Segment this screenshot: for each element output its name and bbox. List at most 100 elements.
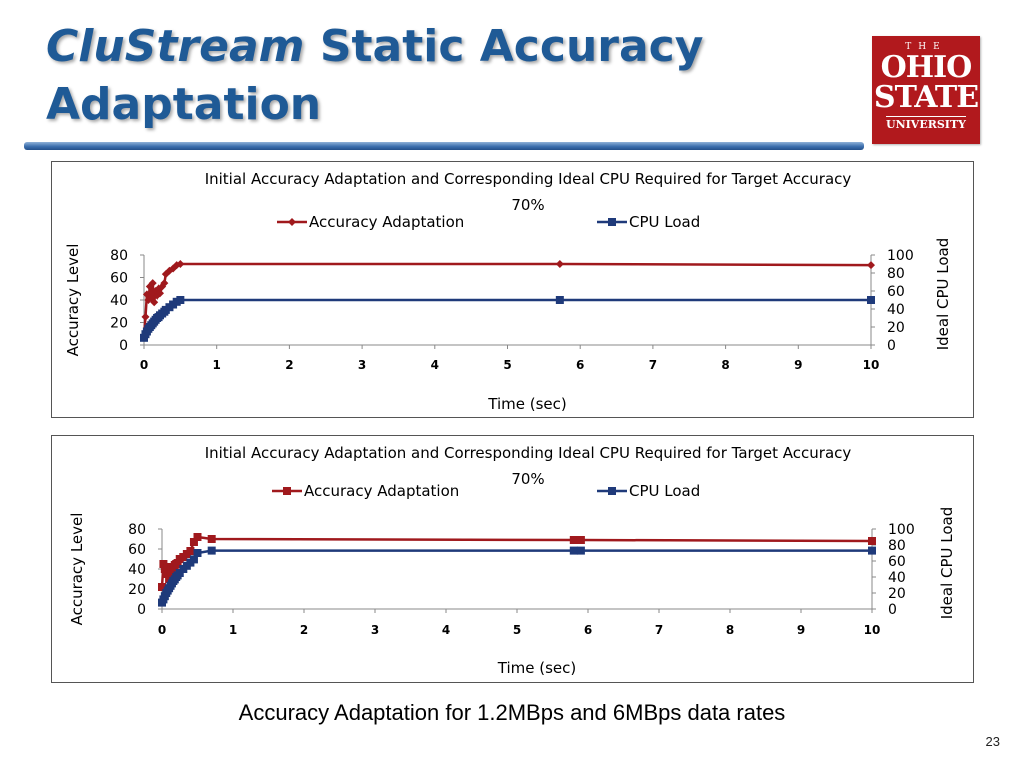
- logo-line1: OHIO: [880, 50, 973, 85]
- x-tick-label: 4: [442, 623, 450, 637]
- y-axis-label: Accuracy Level: [68, 513, 86, 626]
- data-point: [145, 282, 154, 291]
- logo-line2: STATE: [873, 80, 979, 115]
- legend-label: Accuracy Adaptation: [309, 213, 464, 231]
- x-tick-label: 7: [649, 358, 657, 372]
- data-point: [165, 575, 174, 583]
- legend-label: Accuracy Adaptation: [304, 482, 459, 500]
- logo-line3: UNIVERSITY: [886, 116, 966, 131]
- data-point: [150, 298, 159, 307]
- data-point: [158, 583, 166, 591]
- legend-label: CPU Load: [629, 482, 700, 500]
- x-tick-label: 5: [513, 623, 521, 637]
- x-tick-label: 8: [726, 623, 734, 637]
- data-point: [186, 547, 195, 555]
- x-tick-label: 7: [655, 623, 663, 637]
- data-point: [555, 260, 564, 268]
- y-tick-label: 20: [128, 582, 146, 598]
- data-point: [176, 260, 185, 268]
- slide-title: CluStream Static Accuracy Adaptation: [46, 18, 846, 134]
- slide-title-part2: Static Accuracy: [304, 21, 704, 72]
- y-tick-label: 60: [110, 271, 128, 287]
- chart-top-svg: Initial Accuracy Adaptation and Correspo…: [64, 170, 952, 413]
- y-tick-label: 80: [110, 248, 128, 264]
- data-point: [867, 296, 875, 304]
- x-tick-label: 2: [300, 623, 308, 637]
- page-number: 23: [985, 734, 1000, 749]
- chart-title-line2: 70%: [511, 470, 544, 488]
- series-line-accuracy-adaptation: [160, 535, 873, 588]
- data-point: [193, 533, 202, 541]
- x-tick-label: 1: [229, 623, 237, 637]
- y2-tick-label: 20: [888, 586, 906, 602]
- data-point: [159, 560, 168, 568]
- legend-marker: [608, 487, 616, 495]
- x-tick-label: 0: [140, 358, 148, 372]
- data-point: [555, 296, 564, 304]
- x-axis-label: Time (sec): [497, 659, 576, 677]
- chart-bottom: Initial Accuracy Adaptation and Correspo…: [51, 435, 974, 683]
- x-tick-label: 5: [503, 358, 511, 372]
- y2-tick-label: 60: [888, 554, 906, 570]
- legend-marker: [608, 218, 616, 226]
- data-point: [176, 296, 185, 304]
- data-point: [148, 279, 157, 288]
- y-tick-label: 60: [128, 542, 146, 558]
- slide-title-line2: Adaptation: [46, 79, 322, 130]
- x-tick-label: 2: [285, 358, 293, 372]
- x-tick-label: 3: [371, 623, 379, 637]
- data-point: [160, 279, 169, 288]
- series-line-cpu-load: [142, 298, 871, 339]
- data-point: [141, 312, 150, 321]
- x-tick-label: 6: [576, 358, 584, 372]
- data-point: [576, 536, 585, 544]
- y2-tick-label: 100: [888, 522, 915, 538]
- data-point: [576, 546, 585, 555]
- legend-marker: [288, 218, 296, 226]
- x-axis-label: Time (sec): [487, 395, 566, 413]
- y2-tick-label: 80: [887, 266, 905, 282]
- x-tick-label: 0: [158, 623, 166, 637]
- legend-label: CPU Load: [629, 213, 700, 231]
- data-point: [868, 546, 876, 555]
- series-line-cpu-load: [160, 549, 872, 604]
- slide-title-part1: CluStream: [46, 21, 305, 72]
- chart-bottom-svg: Initial Accuracy Adaptation and Correspo…: [68, 444, 956, 677]
- data-point: [207, 535, 216, 543]
- data-point: [154, 284, 163, 293]
- slide-caption: Accuracy Adaptation for 1.2MBps and 6MBp…: [238, 700, 786, 725]
- data-point: [155, 289, 164, 298]
- y-axis-label: Accuracy Level: [64, 244, 82, 357]
- y-tick-label: 0: [137, 602, 146, 618]
- y-tick-label: 40: [110, 293, 128, 309]
- y-tick-label: 80: [128, 522, 146, 538]
- data-point: [189, 538, 198, 546]
- chart-title-line2: 70%: [511, 196, 544, 214]
- y2-tick-label: 20: [887, 320, 905, 336]
- x-tick-label: 9: [794, 358, 802, 372]
- data-point: [162, 570, 171, 578]
- x-tick-label: 4: [431, 358, 439, 372]
- data-point: [569, 546, 578, 555]
- x-tick-label: 8: [721, 358, 729, 372]
- x-tick-label: 1: [213, 358, 221, 372]
- y2-tick-label: 100: [887, 248, 914, 264]
- y2-tick-label: 0: [888, 602, 897, 618]
- y-tick-label: 20: [110, 316, 128, 332]
- y2-axis-label: Ideal CPU Load: [934, 238, 952, 351]
- chart-top: Initial Accuracy Adaptation and Correspo…: [51, 161, 974, 418]
- y2-axis-label: Ideal CPU Load: [938, 507, 956, 620]
- data-point: [189, 555, 198, 564]
- y2-tick-label: 0: [887, 338, 896, 354]
- title-divider: [24, 142, 864, 150]
- y-tick-label: 0: [119, 338, 128, 354]
- y-tick-label: 40: [128, 562, 146, 578]
- x-tick-label: 9: [797, 623, 805, 637]
- ohio-state-logo: THE OHIO STATE UNIVERSITY: [872, 36, 980, 144]
- y2-tick-label: 40: [888, 570, 906, 586]
- y2-tick-label: 60: [887, 284, 905, 300]
- legend-marker: [283, 487, 291, 495]
- data-point: [867, 261, 875, 270]
- x-tick-label: 10: [864, 623, 881, 637]
- chart-title-line1: Initial Accuracy Adaptation and Correspo…: [205, 444, 852, 462]
